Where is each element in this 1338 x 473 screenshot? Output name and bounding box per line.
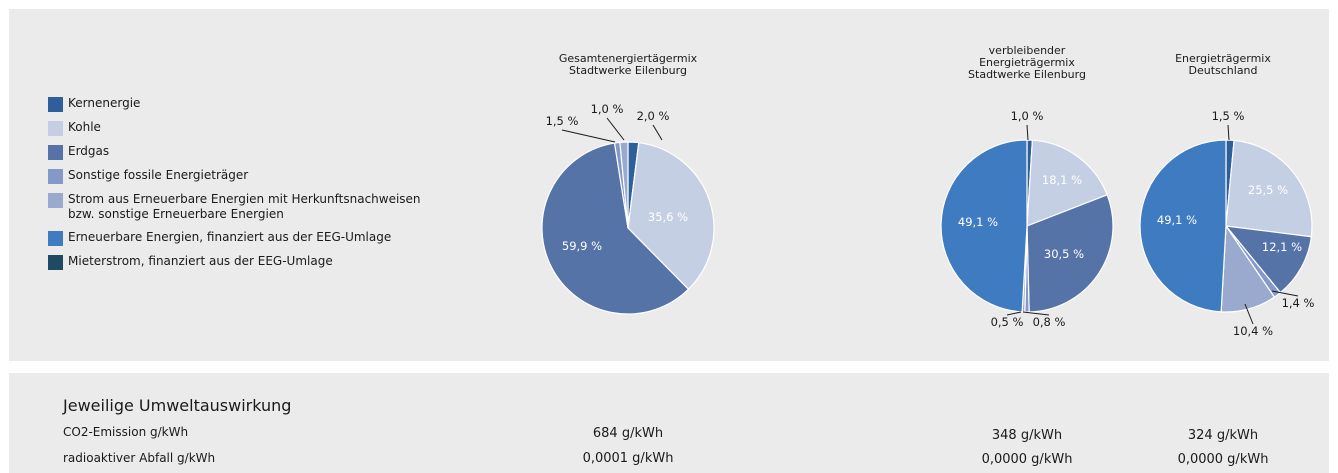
legend-swatch — [48, 169, 63, 184]
legend-swatch — [48, 97, 63, 112]
slice-label: 30,5 % — [1044, 247, 1084, 261]
slice-label: 1,0 % — [591, 102, 624, 116]
slice-label: 18,1 % — [1042, 173, 1082, 187]
pie-slice — [541, 142, 690, 315]
slice-label: 0,8 % — [1033, 315, 1066, 329]
leader-line — [1227, 124, 1230, 141]
leader-line — [561, 129, 616, 143]
waste-value-verbleibend: 0,0000 g/kWh — [981, 452, 1073, 467]
legend-label: Kohle — [68, 120, 101, 134]
slice-label: 25,5 % — [1248, 183, 1288, 197]
co2-value-deutschland: 324 g/kWh — [1187, 428, 1259, 443]
legend-label: Erdgas — [68, 144, 110, 158]
impact-title: Jeweilige Umweltauswirkung — [63, 396, 292, 415]
legend-label: Erneuerbare Energien, finanziert aus der… — [68, 230, 392, 244]
chart-title-deutschland: Energieträgermix Deutschland — [1175, 52, 1271, 77]
pie-slice — [1224, 225, 1312, 294]
legend-label: Sonstige fossile Energieträger — [68, 168, 249, 182]
leader-line — [1026, 124, 1029, 141]
legend-swatch — [48, 255, 63, 270]
waste-value-deutschland: 0,0000 g/kWh — [1177, 452, 1269, 467]
legend-item-kohle: Kohle — [48, 120, 421, 136]
pie-slice — [619, 141, 629, 229]
legend-item-mieterstrom: Mieterstrom, finanziert aus der EEG-Umla… — [48, 254, 421, 270]
legend-label: Strom aus Erneuerbare Energien mit Herku… — [68, 192, 421, 221]
slice-label: 0,5 % — [991, 315, 1024, 329]
pie-slice — [1026, 194, 1114, 313]
chart-title-verbleibend: verbleibender Energieträgermix Stadtwerk… — [968, 44, 1086, 81]
pie-slice — [627, 142, 715, 291]
slice-label: 10,4 % — [1233, 324, 1273, 338]
leader-line — [1271, 290, 1299, 297]
legend-swatch — [48, 121, 63, 136]
leader-line — [1022, 311, 1050, 316]
co2-value-verbleibend: 348 g/kWh — [991, 428, 1063, 443]
legend-item-erdgas: Erdgas — [48, 144, 421, 160]
slice-label: 1,5 % — [546, 114, 579, 128]
pie-slice — [1026, 139, 1108, 227]
slice-label: 35,6 % — [648, 210, 688, 224]
leader-line — [606, 117, 625, 141]
waste-label: radioaktiver Abfall g/kWh — [63, 451, 216, 465]
slice-label: 12,1 % — [1262, 240, 1302, 254]
impact-panel — [9, 373, 1329, 473]
leader-line — [652, 124, 663, 141]
slice-label: 59,9 % — [562, 239, 602, 253]
legend-label: Mieterstrom, finanziert aus der EEG-Umla… — [68, 254, 333, 268]
legend-label: Kernenergie — [68, 96, 141, 110]
slice-label: 2,0 % — [637, 109, 670, 123]
co2-label: CO2-Emission g/kWh — [63, 425, 189, 439]
chart-title-gesamt: Gesamtenergiertägermix Stadtwerke Eilenb… — [558, 52, 698, 77]
legend-swatch — [48, 231, 63, 246]
co2-value-gesamt: 684 g/kWh — [592, 426, 664, 441]
legend-swatch — [48, 193, 63, 208]
slice-label: 49,1 % — [1157, 213, 1197, 227]
legend-item-erneuerbare-herkunft: Strom aus Erneuerbare Energien mit Herku… — [48, 192, 421, 222]
legend-item-kernenergie: Kernenergie — [48, 96, 421, 112]
pie-slice — [1139, 139, 1227, 313]
leader-line — [1006, 311, 1022, 316]
pie-slice — [1225, 139, 1313, 238]
pie-slice — [940, 139, 1028, 313]
legend: Kernenergie Kohle Erdgas Sonstige fossil… — [48, 96, 421, 278]
slice-label: 49,1 % — [958, 215, 998, 229]
leader-line — [1244, 303, 1254, 325]
legend-item-sonstige-fossile: Sonstige fossile Energieträger — [48, 168, 421, 184]
legend-swatch — [48, 145, 63, 160]
legend-item-eeg: Erneuerbare Energien, finanziert aus der… — [48, 230, 421, 246]
slice-label: 1,0 % — [1011, 109, 1044, 123]
slice-label: 1,4 % — [1282, 296, 1315, 310]
pie-charts: 2,0 % 35,6 % 59,9 % 1,0 % 1,5 % 1,0 % 18,1 % 30… — [541, 102, 1315, 338]
slice-label: 1,5 % — [1212, 109, 1245, 123]
waste-value-gesamt: 0,0001 g/kWh — [582, 451, 674, 466]
